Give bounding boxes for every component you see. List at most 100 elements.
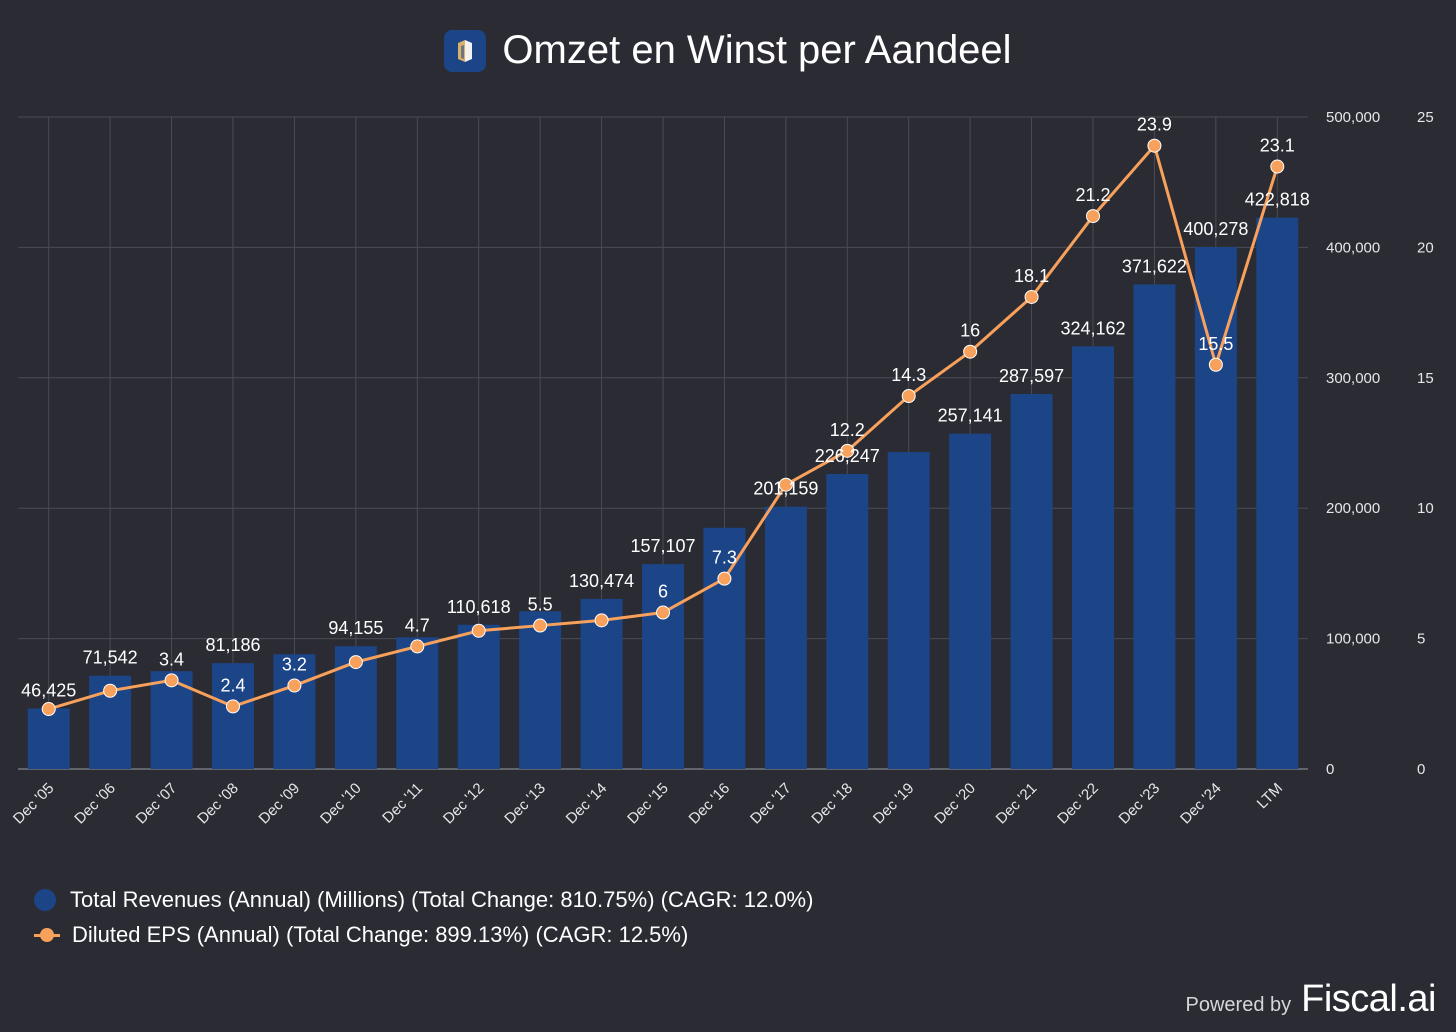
eps-point: [1086, 209, 1100, 224]
eps-point: [471, 623, 486, 638]
eps-data-label: 15.5: [1198, 334, 1233, 354]
x-tick-label: Dec '13: [501, 780, 549, 828]
revenue-bars: [27, 217, 1299, 770]
x-tick-label: LTM: [1254, 780, 1286, 812]
legend-revenue-label: Total Revenues (Annual) (Millions) (Tota…: [70, 886, 814, 912]
eps-point: [41, 702, 56, 717]
x-tick-label: Dec '14: [563, 780, 611, 828]
revenue-bar: [1010, 393, 1053, 769]
revenue-bar: [1072, 346, 1114, 769]
eps-data-label: 7.3: [712, 548, 737, 568]
revenue-bar: [519, 611, 562, 769]
eps-data-label: 6: [658, 582, 668, 602]
revenue-data-label: 110,618: [447, 597, 511, 617]
eps-data-label: 2.4: [220, 675, 245, 695]
x-tick-label: Dec '23: [1116, 780, 1164, 828]
revenue-bar: [764, 506, 807, 769]
eps-point: [840, 443, 855, 458]
eps-data-label: 12.2: [830, 420, 865, 440]
x-tick-label: Dec '10: [317, 780, 365, 828]
chart-title: Omzet en Winst per Aandeel: [502, 28, 1012, 72]
eps-point: [164, 673, 179, 688]
title-bar: Omzet en Winst per Aandeel: [0, 28, 1456, 73]
y-tick-revenue: 200,000: [1326, 500, 1380, 517]
eps-point: [1024, 289, 1039, 304]
powered-by-text: Powered by: [1185, 994, 1292, 1016]
revenue-data-label: 81,186: [205, 635, 260, 655]
revenue-bar: [887, 452, 930, 769]
eps-point: [103, 683, 118, 698]
revenue-data-label: 324,162: [1060, 318, 1125, 338]
legend-item-revenue[interactable]: Total Revenues (Annual) (Millions) (Tota…: [34, 882, 813, 917]
revenue-bar: [457, 624, 500, 769]
fiscal-ai-logo-icon: [444, 29, 487, 72]
eps-point: [1270, 159, 1285, 174]
y-tick-eps: 10: [1417, 500, 1434, 517]
eps-point: [1208, 357, 1223, 372]
revenue-bar: [642, 564, 684, 769]
revenue-data-label: 371,622: [1122, 256, 1187, 276]
revenue-data-label: 201,159: [753, 479, 818, 499]
eps-data-label: 3.4: [159, 649, 184, 669]
eps-point: [778, 477, 793, 492]
revenue-data-label: 94,155: [328, 618, 383, 638]
revenue-bar: [1194, 247, 1237, 770]
eps-point: [717, 571, 732, 586]
eps-point: [594, 613, 609, 628]
eps-point: [901, 389, 916, 404]
revenue-data-label: 46,425: [21, 680, 76, 700]
revenue-data-label: 422,818: [1245, 190, 1310, 210]
x-tick-label: Dec '09: [256, 780, 304, 828]
y-tick-revenue: 100,000: [1326, 631, 1380, 648]
x-tick-label: Dec '05: [10, 780, 58, 828]
revenue-data-label: 257,141: [938, 406, 1003, 426]
revenue-data-label: 71,542: [83, 648, 138, 668]
y-tick-eps: 20: [1417, 239, 1434, 256]
data-labels: 46,425 71,542 81,186 94,155 110,618 130,474 15…: [21, 115, 1310, 701]
revenue-bar: [703, 527, 746, 769]
legend-eps-swatch: [34, 924, 60, 946]
x-tick-label: Dec '21: [993, 780, 1041, 828]
eps-point: [410, 639, 425, 654]
revenue-bar: [1133, 284, 1176, 769]
eps-line: [41, 138, 1285, 717]
eps-point: [287, 678, 302, 693]
revenue-bar: [1256, 217, 1299, 769]
eps-data-label: 23.9: [1137, 115, 1172, 135]
x-tick-label: Dec '06: [71, 780, 119, 828]
eps-data-label: 21.2: [1075, 185, 1110, 205]
x-tick-label: Dec '24: [1177, 780, 1225, 828]
revenue-bar: [273, 654, 316, 769]
eps-data-label: 16: [960, 321, 980, 341]
x-tick-label: Dec '07: [133, 780, 181, 828]
y-tick-revenue: 500,000: [1326, 109, 1380, 126]
eps-data-label: 23.1: [1260, 136, 1295, 156]
x-tick-label: Dec '15: [624, 780, 672, 828]
revenue-data-label: 400,278: [1183, 219, 1248, 239]
y-tick-eps: 0: [1417, 761, 1425, 778]
x-tick-label: Dec '16: [686, 780, 734, 828]
x-tick-label: Dec '08: [194, 780, 242, 828]
footer: Powered by Fiscal.ai: [1186, 978, 1437, 1021]
revenue-data-label: 287,597: [999, 366, 1064, 386]
brand-logo-text[interactable]: Fiscal.ai: [1301, 978, 1436, 1020]
x-tick-label: Dec '22: [1054, 780, 1102, 828]
legend-item-eps[interactable]: Diluted EPS (Annual) (Total Change: 899.…: [34, 917, 813, 952]
eps-point: [963, 344, 978, 359]
eps-point: [656, 605, 670, 620]
x-tick-label: Dec '17: [747, 780, 795, 828]
legend: Total Revenues (Annual) (Millions) (Tota…: [34, 882, 813, 952]
y-tick-revenue: 300,000: [1326, 370, 1380, 387]
eps-data-label: 3.2: [282, 655, 307, 675]
y-tick-eps: 5: [1417, 631, 1425, 648]
revenue-data-label: 157,107: [630, 536, 695, 556]
x-tick-label: Dec '12: [440, 780, 488, 828]
legend-revenue-swatch: [34, 888, 56, 911]
eps-data-label: 4.7: [405, 615, 430, 635]
x-tick-label: Dec '18: [808, 780, 856, 828]
legend-eps-label: Diluted EPS (Annual) (Total Change: 899.…: [72, 921, 689, 947]
eps-point: [1147, 138, 1162, 153]
x-tick-label: Dec '11: [379, 780, 426, 827]
revenue-bar: [396, 637, 439, 769]
revenue-data-label: 226,247: [815, 446, 880, 466]
